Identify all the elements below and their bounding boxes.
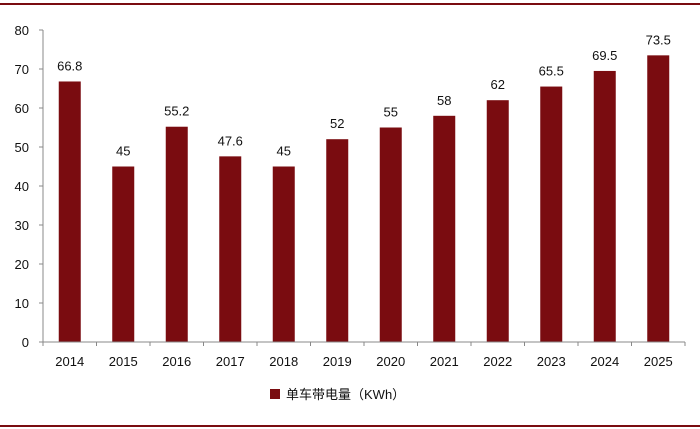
data-label: 58 [437, 93, 451, 108]
data-label: 65.5 [539, 64, 564, 79]
legend-swatch [270, 389, 280, 399]
bottom-border-line [0, 425, 700, 427]
data-label: 55.2 [164, 104, 189, 119]
bar [433, 115, 456, 342]
data-label: 45 [116, 144, 130, 159]
x-tick-label: 2023 [537, 354, 566, 369]
legend: 单车带电量（KWh） [270, 387, 405, 402]
x-tick-label: 2025 [644, 354, 673, 369]
y-tick-label: 30 [15, 218, 29, 233]
x-tick-label: 2020 [376, 354, 405, 369]
data-label: 73.5 [646, 32, 671, 47]
y-tick-label: 50 [15, 140, 29, 155]
top-border-line [0, 3, 700, 5]
y-tick-label: 40 [15, 179, 29, 194]
x-tick-label: 2019 [323, 354, 352, 369]
bar [593, 70, 616, 342]
data-label: 47.6 [218, 133, 243, 148]
y-tick-label: 70 [15, 62, 29, 77]
x-axis-ticks: 2014 2015 2016 2017 2018 2019 2020 2021 2022 2023… [42, 342, 686, 369]
bar [540, 86, 563, 342]
x-tick-label: 2016 [162, 354, 191, 369]
y-tick-label: 80 [15, 23, 29, 38]
x-tick-label: 2021 [430, 354, 459, 369]
data-label: 52 [330, 116, 344, 131]
y-tick-label: 0 [22, 335, 29, 350]
bar [272, 166, 295, 342]
data-labels-group: 66.8 45 55.2 47.6 45 52 55 58 62 65.5 69.5 73.5 [57, 32, 671, 158]
data-label: 69.5 [592, 48, 617, 63]
x-tick-label: 2015 [109, 354, 138, 369]
bar [647, 55, 670, 342]
bar [379, 127, 402, 342]
x-tick-label: 2022 [483, 354, 512, 369]
y-axis-ticks: 0 10 20 30 40 50 60 70 80 [15, 23, 43, 350]
bar [165, 126, 188, 342]
bar [112, 166, 135, 342]
y-tick-label: 60 [15, 101, 29, 116]
x-tick-label: 2017 [216, 354, 245, 369]
y-tick-label: 20 [15, 257, 29, 272]
data-label: 66.8 [57, 58, 82, 73]
data-label: 62 [491, 77, 505, 92]
bar [219, 156, 242, 342]
x-tick-label: 2024 [590, 354, 619, 369]
x-tick-label: 2018 [269, 354, 298, 369]
bars-group [58, 55, 670, 342]
x-tick-label: 2014 [55, 354, 84, 369]
data-label: 45 [277, 144, 291, 159]
y-tick-label: 10 [15, 296, 29, 311]
bar [486, 100, 509, 342]
data-label: 55 [384, 105, 398, 120]
bar [326, 139, 349, 342]
bar [58, 81, 81, 342]
legend-label: 单车带电量（KWh） [286, 387, 405, 402]
